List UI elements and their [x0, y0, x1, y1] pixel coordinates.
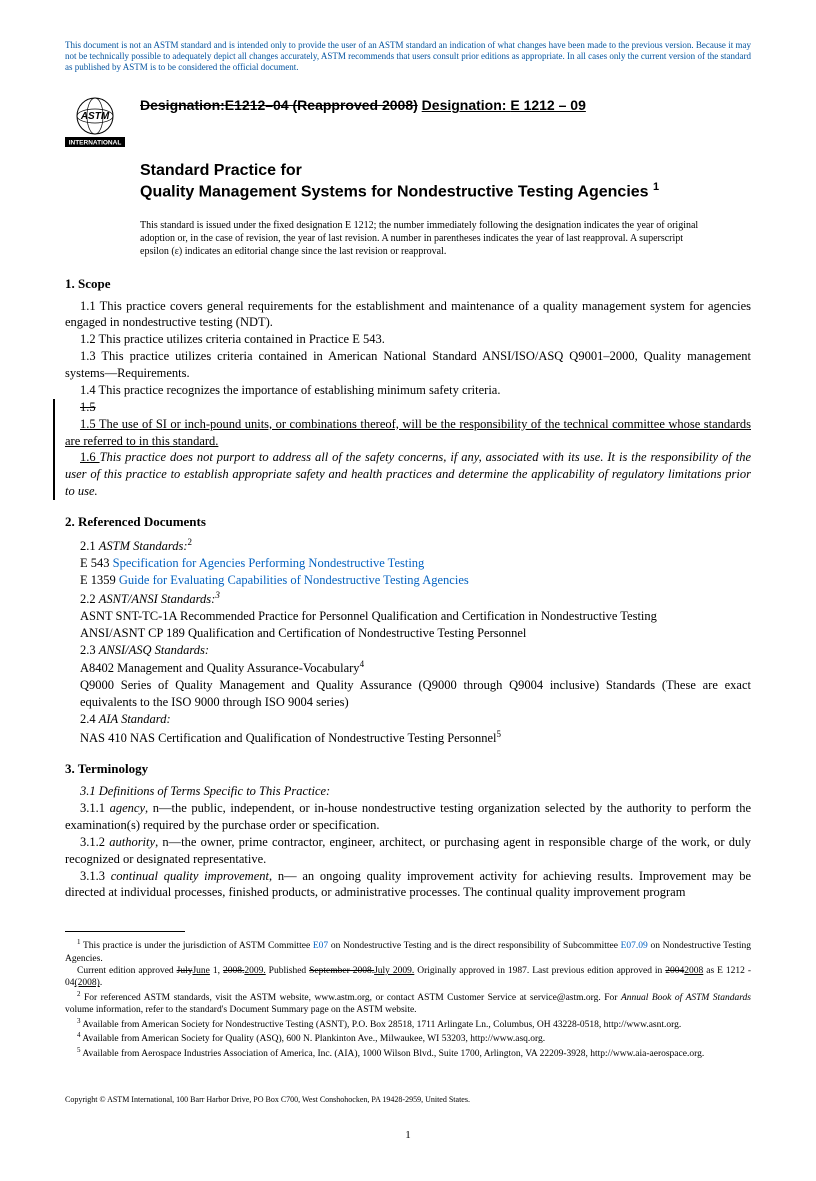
s1p5-old: 1.5 [80, 400, 96, 414]
f1l2h: September 2008. [309, 966, 374, 976]
e543-link[interactable]: Specification for Agencies Performing No… [113, 556, 425, 570]
f1l2l: 2008 [684, 966, 703, 976]
section-3-body: 3.1 Definitions of Terms Specific to Thi… [65, 783, 751, 901]
f1l2k: 2004 [665, 966, 684, 976]
s1p2: 1.2 This practice utilizes criteria cont… [65, 331, 751, 348]
title-sup: 1 [653, 181, 659, 193]
e1359-link[interactable]: Guide for Evaluating Capabilities of Non… [119, 573, 469, 587]
s312c: , n—the owner, prime contractor, enginee… [65, 835, 751, 866]
asnt1: ASNT SNT-TC-1A Recommended Practice for … [65, 608, 751, 625]
svg-text:ASTM: ASTM [80, 111, 110, 122]
f5: Available from Aerospace Industries Asso… [81, 1049, 705, 1059]
astm-logo: ASTM INTERNATIONAL [65, 92, 125, 152]
s1p6: This practice does not purport to addres… [65, 450, 751, 498]
f3: Available from American Society for Nond… [81, 1020, 682, 1030]
section-1-body: 1.1 This practice covers general require… [65, 298, 751, 501]
s2-21a: 2.1 [80, 539, 99, 553]
s312a: 3.1.2 [80, 835, 109, 849]
q9000: Q9000 Series of Quality Management and Q… [80, 677, 751, 711]
title-main: Quality Management Systems for Nondestru… [140, 184, 649, 201]
header: ASTM INTERNATIONAL Designation:E1212–04 … [65, 92, 751, 152]
nas: NAS 410 NAS Certification and Qualificat… [80, 731, 497, 745]
e1359a: E 1359 [80, 573, 119, 587]
f1l2c: June [192, 966, 209, 976]
s312b: authority [109, 835, 155, 849]
new-designation-prefix: Designation: [422, 97, 511, 113]
f1a: This practice is under the jurisdiction … [81, 941, 313, 951]
revision-bar: 1.5 1.5 The use of SI or inch-pound unit… [53, 399, 751, 500]
f1-link2[interactable]: E07.09 [621, 941, 648, 951]
s2-23a: 2.3 [80, 643, 99, 657]
e543a: E 543 [80, 556, 113, 570]
f1l2f: 2009. [244, 966, 265, 976]
f1-link1[interactable]: E07 [313, 941, 328, 951]
f1c: on Nondestructive Testing and is the dir… [328, 941, 620, 951]
section-1-head: 1. Scope [65, 276, 751, 292]
section-3-head: 3. Terminology [65, 761, 751, 777]
s311c: , n—the public, independent, or in-house… [65, 801, 751, 832]
f1l2j: Originally approved in 1987. Last previo… [414, 966, 665, 976]
s2-21b: ASTM Standards: [99, 539, 188, 553]
s2-24b: AIA Standard: [99, 712, 171, 726]
s1p4: 1.4 This practice recognizes the importa… [65, 382, 751, 399]
f1l2i: July 2009. [374, 966, 414, 976]
old-designation-prefix: Designation: [140, 97, 225, 113]
page-number: 1 [65, 1129, 751, 1141]
s2-22b: ASNT/ANSI Standards: [99, 592, 216, 606]
s2-22c: 3 [215, 590, 220, 600]
s2-24a: 2.4 [80, 712, 99, 726]
footnotes: 1 This practice is under the jurisdictio… [65, 938, 751, 1060]
s311a: 3.1.1 [80, 801, 110, 815]
old-designation: E1212–04 (Reapproved 2008) [225, 97, 418, 113]
svg-text:INTERNATIONAL: INTERNATIONAL [69, 140, 122, 147]
title: Standard Practice for Quality Management… [140, 162, 751, 203]
page: This document is not an ASTM standard an… [0, 0, 816, 1181]
copyright: Copyright © ASTM International, 100 Barr… [65, 1095, 751, 1104]
f1l2o: . [100, 978, 102, 988]
s1p3: 1.3 This practice utilizes criteria cont… [65, 348, 751, 382]
s3-31: 3.1 Definitions of Terms Specific to Thi… [65, 783, 751, 800]
a8402: A8402 Management and Quality Assurance-V… [80, 662, 360, 676]
s2-22a: 2.2 [80, 592, 99, 606]
designation: Designation:E1212–04 (Reapproved 2008) D… [140, 92, 586, 113]
footnote-rule [65, 931, 185, 932]
issue-note: This standard is issued under the fixed … [140, 219, 751, 258]
s311b: agency [110, 801, 145, 815]
title-line2: Quality Management Systems for Nondestru… [140, 180, 751, 203]
f1l2e: 2008. [223, 966, 244, 976]
f1l2d: 1, [210, 966, 223, 976]
section-2-body: 2.1 ASTM Standards:2 E 543 Specification… [65, 536, 751, 747]
s1p1: 1.1 This practice covers general require… [65, 298, 751, 332]
s313a: 3.1.3 [80, 869, 111, 883]
s313b: continual quality improvement [111, 869, 269, 883]
s1p5-new: 1.5 The use of SI or inch-pound units, o… [65, 417, 751, 448]
f1l2n: (2008) [75, 978, 100, 988]
disclaimer-text: This document is not an ASTM standard an… [65, 40, 751, 72]
section-2-head: 2. Referenced Documents [65, 514, 751, 530]
f1l2g: Published [266, 966, 309, 976]
title-line1: Standard Practice for [140, 162, 751, 180]
asnt2: ANSI/ASNT CP 189 Qualification and Certi… [65, 625, 751, 642]
s2-23b: ANSI/ASQ Standards: [99, 643, 209, 657]
f2: For referenced ASTM standards, visit the… [65, 993, 751, 1015]
new-designation: E 1212 – 09 [510, 97, 586, 113]
f1l2a: Current edition approved [77, 966, 177, 976]
f4: Available from American Society for Qual… [81, 1034, 546, 1044]
f1l2b: July [177, 966, 193, 976]
